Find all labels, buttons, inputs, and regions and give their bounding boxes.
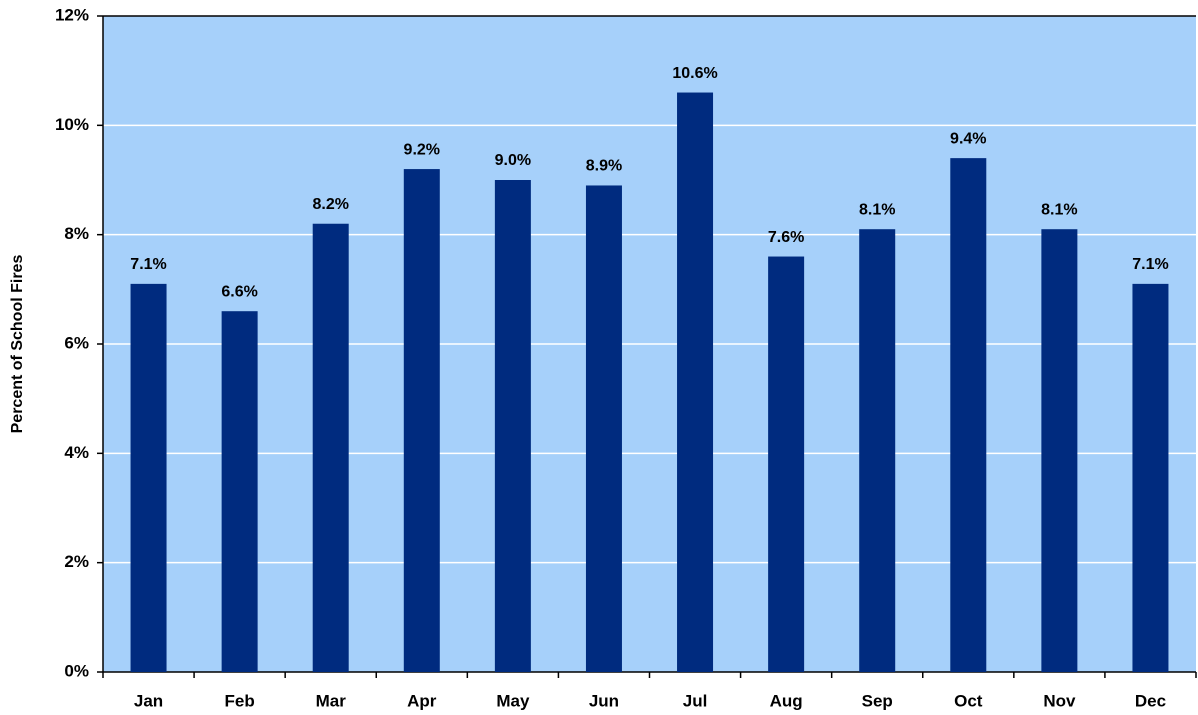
x-tick-label: Aug (770, 691, 803, 710)
bar (585, 185, 622, 672)
value-label: 8.1% (1041, 201, 1077, 218)
value-label: 7.1% (130, 256, 166, 273)
y-tick-label: 0% (64, 661, 89, 680)
x-tick-label: Oct (954, 691, 983, 710)
bar (1132, 283, 1169, 672)
bar (130, 283, 167, 672)
x-tick-label: Nov (1043, 691, 1076, 710)
y-axis-label: Percent of School Fires (9, 255, 26, 434)
value-label: 8.9% (586, 158, 622, 175)
value-label: 7.1% (1132, 256, 1168, 273)
bar (950, 158, 987, 673)
bar (494, 180, 531, 672)
bar (677, 92, 714, 673)
y-tick-label: 6% (64, 333, 89, 352)
x-tick-label: Jul (683, 691, 708, 710)
x-tick-label: Apr (407, 691, 437, 710)
value-label: 9.2% (404, 141, 440, 158)
bar (1041, 229, 1078, 672)
y-tick-label: 2% (64, 552, 89, 571)
bar (768, 256, 805, 672)
y-tick-label: 12% (55, 5, 89, 24)
y-tick-label: 8% (64, 224, 89, 243)
value-label: 8.1% (859, 201, 895, 218)
value-label: 7.6% (768, 229, 804, 246)
bar (221, 311, 258, 672)
y-tick-label: 10% (55, 115, 89, 134)
bar (312, 223, 349, 672)
bar (403, 169, 440, 673)
x-tick-label: May (496, 691, 530, 710)
y-tick-label: 4% (64, 443, 89, 462)
value-label: 9.4% (950, 130, 986, 147)
x-tick-label: Jan (134, 691, 163, 710)
bar (859, 229, 896, 672)
x-tick-label: Feb (225, 691, 255, 710)
value-label: 8.2% (312, 196, 348, 213)
value-label: 6.6% (221, 283, 257, 300)
x-tick-label: Mar (316, 691, 347, 710)
value-label: 9.0% (495, 152, 531, 169)
x-tick-label: Jun (589, 691, 619, 710)
x-tick-label: Dec (1135, 691, 1166, 710)
value-label: 10.6% (672, 65, 717, 82)
x-tick-label: Sep (862, 691, 893, 710)
